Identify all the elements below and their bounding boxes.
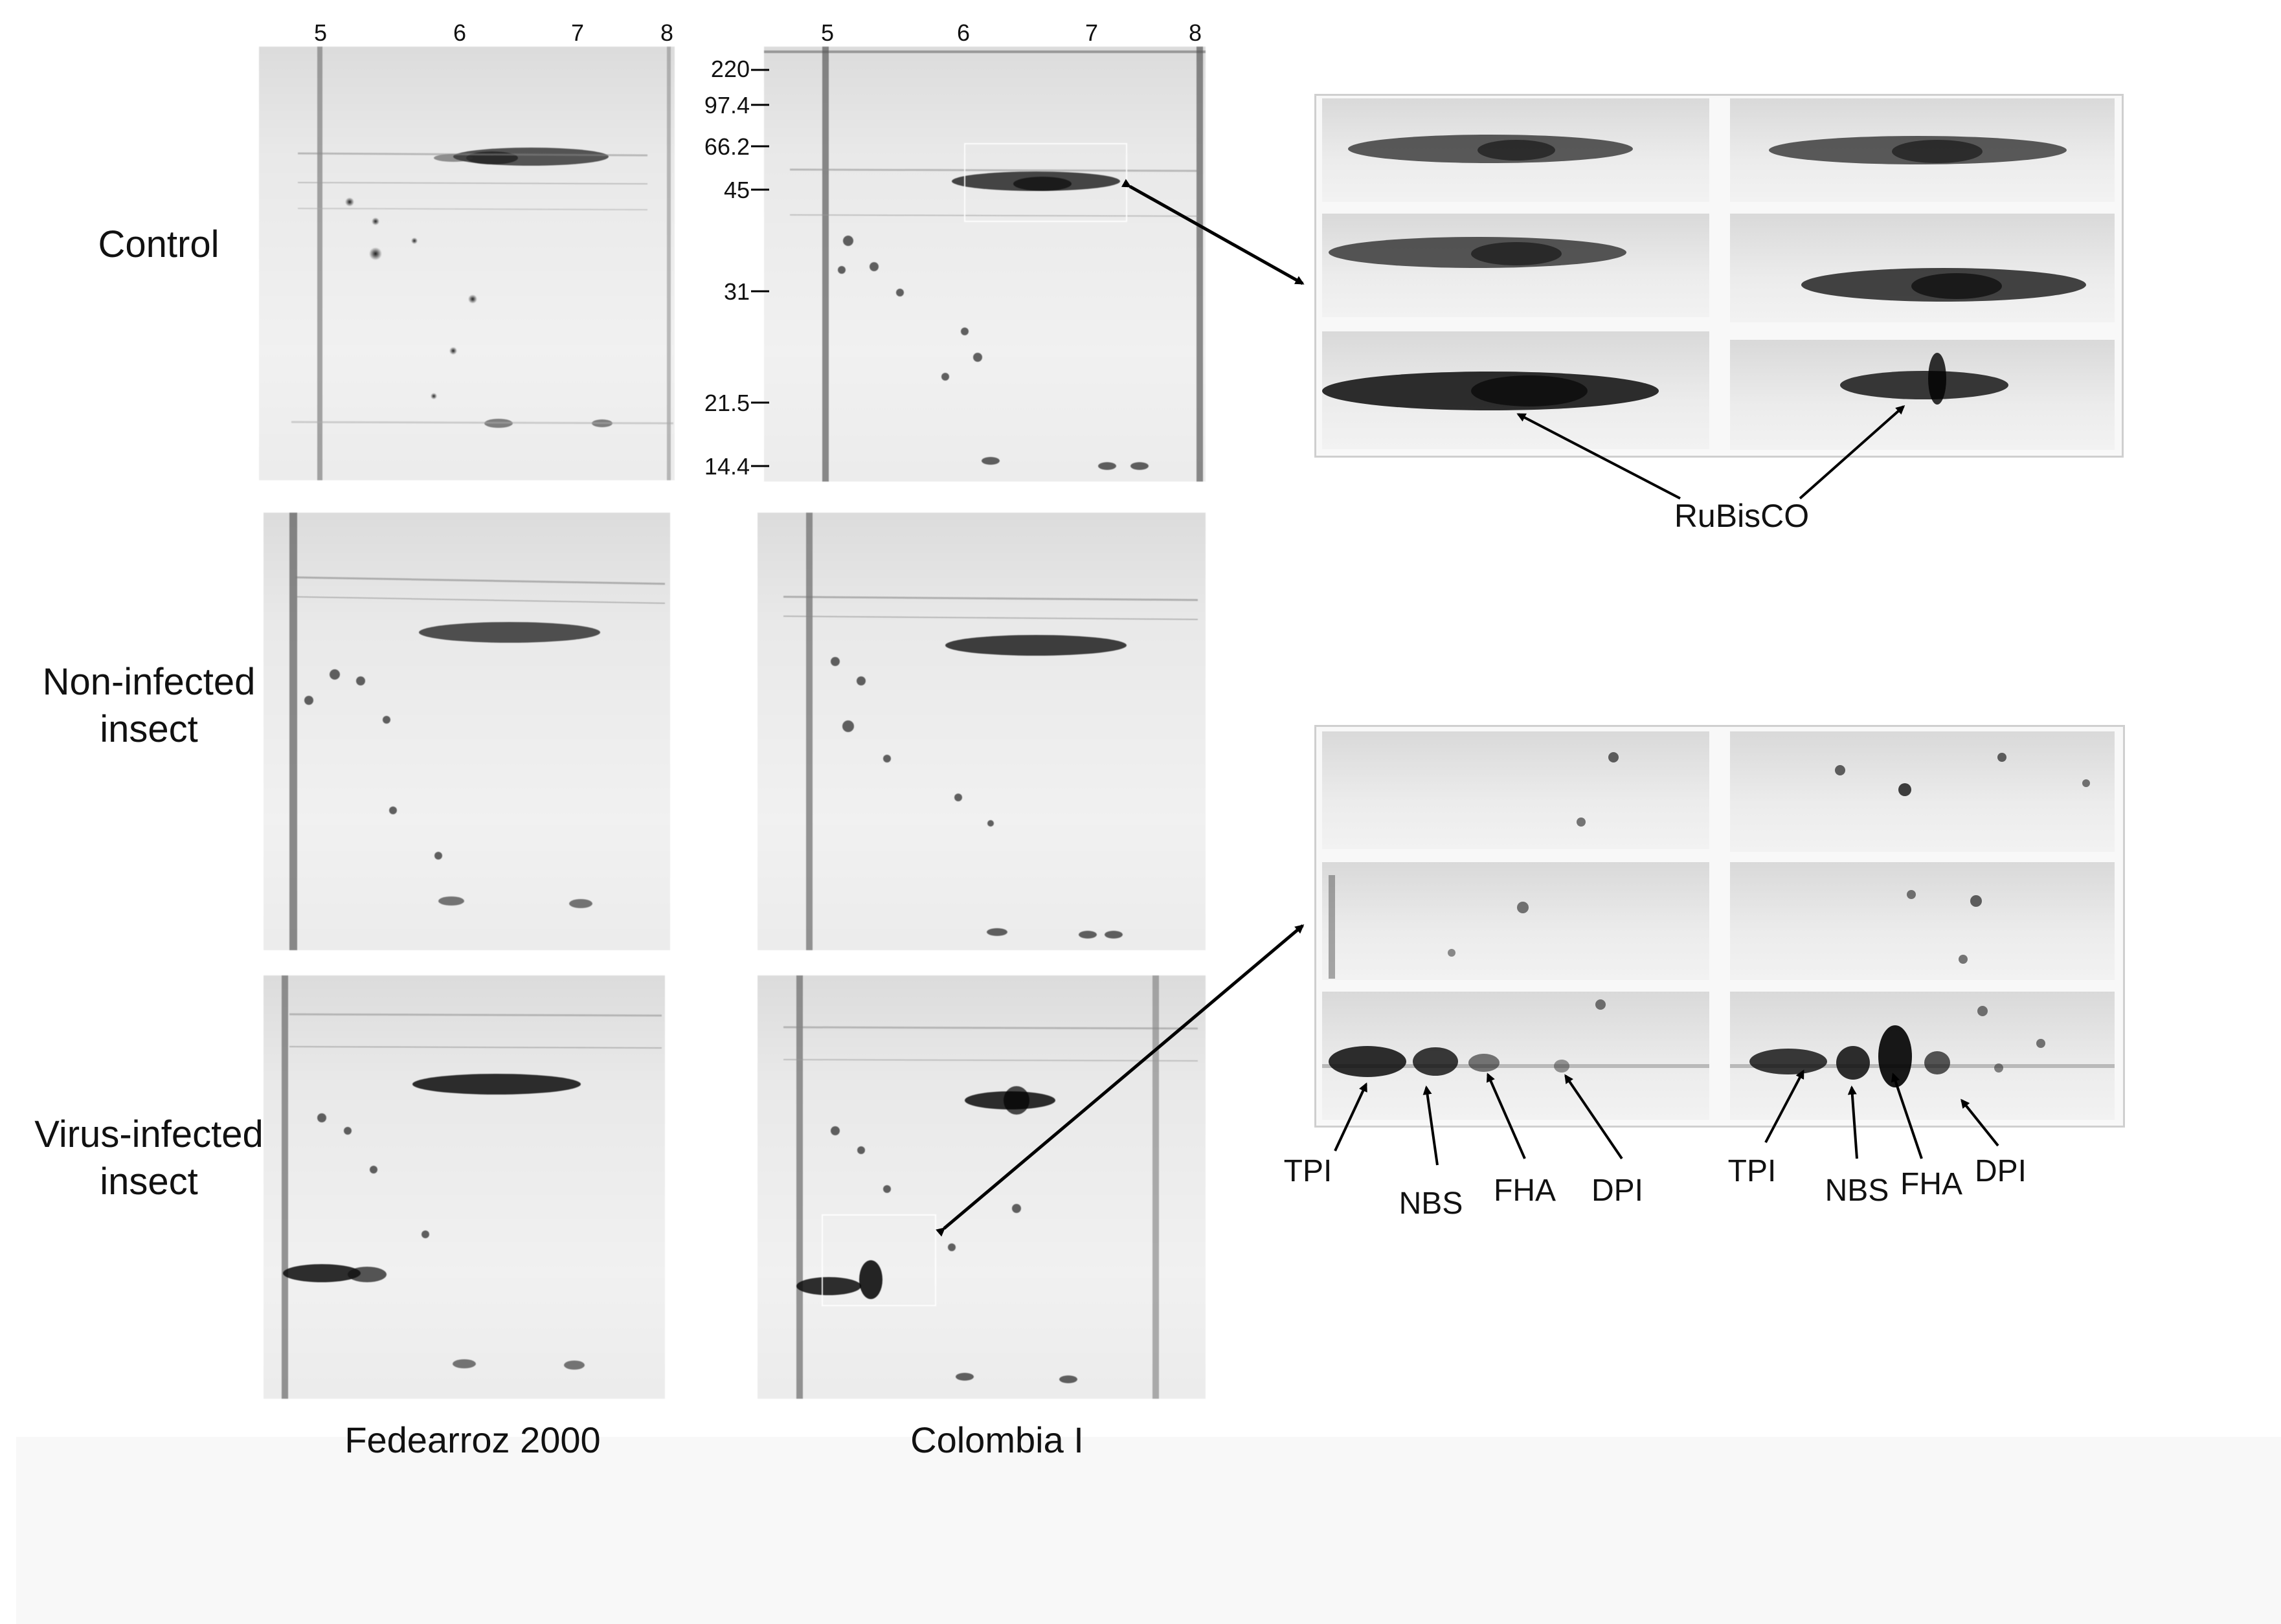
label-nbs-right: NBS (1825, 1174, 1889, 1208)
ph-tick-7-right: 7 (1085, 19, 1099, 46)
row-label-control: Control (98, 223, 219, 265)
label-fha-left: FHA (1494, 1174, 1556, 1208)
inset-protein-4 (1730, 862, 2115, 980)
mw-220: 220 (710, 56, 750, 82)
mw-97-4: 97.4 (704, 92, 750, 118)
mw-45: 45 (723, 177, 750, 203)
inset-rubisco-6 (1730, 340, 2115, 450)
mw-31: 31 (723, 278, 750, 305)
inset-rubisco-4 (1730, 214, 2115, 322)
mw-66-2: 66.2 (704, 133, 750, 160)
inset-protein-5 (1322, 992, 1709, 1120)
ph-tick-8-left: 8 (660, 19, 674, 46)
inset-protein-2 (1730, 731, 2115, 852)
ph-tick-7-left: 7 (571, 19, 585, 46)
inset-protein-3 (1322, 862, 1709, 980)
bottom-band (16, 1437, 2281, 1624)
label-tpi-left: TPI (1283, 1154, 1332, 1188)
label-tpi-right: TPI (1727, 1154, 1777, 1188)
inset-rubisco-5 (1322, 331, 1709, 449)
gel-virusinfected-fedearroz (264, 975, 665, 1399)
row-label-non-infected: Non-infected insect (42, 661, 256, 750)
inset-rubisco-1 (1322, 98, 1709, 202)
column-label-fedearroz: Fedearroz 2000 (344, 1419, 601, 1460)
ph-tick-5-right: 5 (821, 19, 835, 46)
mw-14-4: 14.4 (704, 453, 750, 480)
label-nbs-left: NBS (1399, 1186, 1463, 1221)
gel-noninfected-colombia (758, 513, 1206, 950)
rubisco-label: RuBisCO (1674, 498, 1810, 534)
ph-tick-6-left: 6 (453, 19, 467, 46)
inset-protein-6 (1730, 992, 2115, 1120)
mw-21-5: 21.5 (704, 390, 750, 416)
inset-protein-1 (1322, 731, 1709, 849)
inset-rubisco-3 (1322, 214, 1709, 317)
gel-control-colombia (764, 47, 1206, 482)
label-dpi-left: DPI (1591, 1174, 1643, 1208)
gel-virusinfected-colombia (758, 975, 1206, 1399)
inset-rubisco-2 (1730, 98, 2115, 202)
row-label-virus-infected: Virus-infected insect (34, 1113, 264, 1203)
label-dpi-right: DPI (1974, 1154, 2027, 1188)
ph-tick-5-left: 5 (314, 19, 328, 46)
ph-tick-8-right: 8 (1189, 19, 1202, 46)
column-label-colombia: Colombia I (910, 1419, 1084, 1460)
gel-noninfected-fedearroz (264, 513, 670, 950)
label-fha-right: FHA (1900, 1167, 1962, 1201)
gel-control-fedearroz (259, 47, 675, 480)
ph-tick-6-right: 6 (957, 19, 971, 46)
